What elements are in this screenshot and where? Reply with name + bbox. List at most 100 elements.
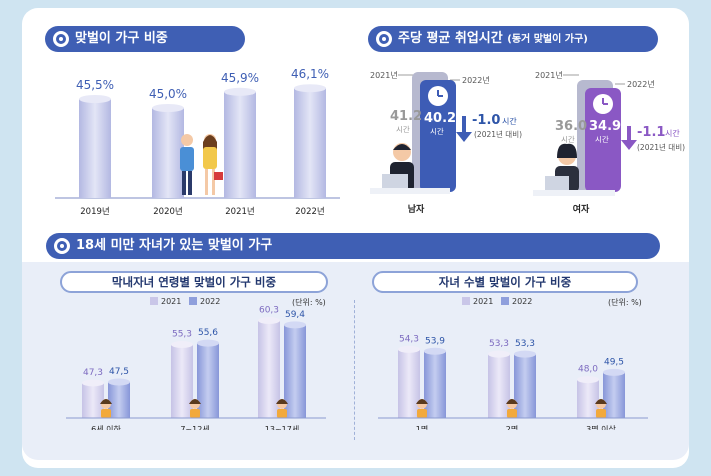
category-label: 3명 이상 — [586, 424, 616, 430]
women-2022-column — [585, 88, 621, 192]
women-2021-unit: 시간 — [561, 134, 575, 144]
bar-2022-3명 이상 — [603, 372, 625, 418]
bar-top — [488, 350, 510, 358]
child-figure — [189, 399, 201, 418]
desk — [370, 188, 450, 194]
down-arrow-icon — [456, 116, 472, 142]
bar-top — [152, 104, 184, 112]
children-section-background — [22, 262, 689, 460]
bar-2022-7~12세 — [197, 343, 219, 418]
women-2022-value: 34.9 — [589, 119, 621, 134]
desk — [533, 190, 615, 196]
unit-label-right: (단위: %) — [608, 298, 642, 307]
bar-2021-1명 — [398, 349, 420, 418]
laptop-icon — [382, 174, 408, 188]
section-title-children: 18세 미만 자녀가 있는 맞벌이 가구 — [46, 233, 660, 259]
bar-top — [171, 341, 193, 349]
bar-top — [424, 347, 446, 355]
section-title-text: 주당 평균 취업시간 — [398, 31, 503, 46]
bar-top — [197, 339, 219, 347]
category-label: 2020년 — [153, 206, 182, 217]
legend-label-2021: 2021 — [473, 297, 494, 306]
bar-2021-3명 이상 — [577, 379, 599, 418]
subtitle-number-of-children: 자녀 수별 맞벌이 가구 비중 — [372, 271, 638, 293]
work-hours-panel: 2021년 2022년 41.2 시간 40.2 시간 -1.0 시간 (202… — [370, 70, 685, 215]
women-hours: 2021년 2022년 36.0 시간 34.9 시간 -1.1 시간 (202… — [533, 70, 685, 215]
bar-top — [603, 368, 625, 376]
bar-2022-1명 — [424, 351, 446, 418]
category-label: 1명 — [416, 424, 428, 430]
bar-top — [82, 379, 104, 387]
value-label: 47,5 — [109, 367, 129, 377]
bullet-icon — [53, 31, 69, 47]
bar-2019년 — [79, 99, 111, 198]
category-label: 2021년 — [225, 206, 254, 217]
bar-2022-13~17세 — [284, 324, 306, 418]
category-label: 2명 — [506, 424, 518, 430]
men-2022-tag: 2022년 — [462, 75, 490, 85]
legend-swatch-2021 — [150, 297, 158, 305]
child-figure — [276, 399, 288, 418]
bullet-icon — [54, 238, 70, 254]
value-label: 59,4 — [285, 310, 305, 320]
bar-2021-2명 — [488, 354, 510, 418]
bar-2021-13~17세 — [258, 320, 280, 418]
men-2022-column — [420, 80, 456, 192]
women-change-unit: 시간 — [665, 128, 680, 138]
value-label: 45,9% — [221, 71, 259, 85]
bar-2022년 — [294, 88, 326, 198]
divider — [354, 300, 355, 440]
value-label: 45,0% — [149, 87, 187, 101]
bar-2021-7~12세 — [171, 344, 193, 418]
men-change-note: (2021년 대비) — [474, 129, 522, 139]
women-label: 여자 — [573, 203, 590, 215]
section-title-text: 18세 미만 자녀가 있는 맞벌이 가구 — [76, 238, 273, 253]
legend-swatch-2021 — [462, 297, 470, 305]
category-label: 6세 이하 — [91, 424, 121, 430]
child-figure — [506, 399, 518, 418]
chart-number-of-children: 54,3 53,9 1명 53,3 53,3 2명 48,0 49,5 3명 이상 — [378, 334, 648, 430]
bar-top — [398, 345, 420, 353]
men-2022-value: 40.2 — [424, 111, 456, 126]
women-change-note: (2021년 대비) — [637, 142, 685, 152]
bar-2021-6세 이하 — [82, 382, 104, 418]
bar-2021년 — [224, 91, 256, 198]
child-figure — [100, 399, 112, 418]
category-label: 13~17세 — [265, 425, 299, 430]
bar-top — [79, 95, 111, 103]
value-label: 53,3 — [515, 339, 535, 349]
bar-top — [577, 376, 599, 384]
man-figure-hair — [393, 144, 411, 150]
chart-dual-income-share: 45,5% 2019년 45,0% 2020년 45,9% 2021년 46,1% 2022년 — [55, 67, 340, 217]
legend-right: 2021 2022 — [462, 297, 532, 306]
legend-label-2021: 2021 — [161, 297, 182, 306]
value-label: 46,1% — [291, 67, 329, 81]
category-label: 7~12세 — [180, 425, 209, 430]
legend-swatch-2022 — [189, 297, 197, 305]
bar-top — [284, 321, 306, 329]
women-2021-value: 36.0 — [555, 119, 587, 134]
men-2022-unit: 시간 — [430, 126, 444, 136]
value-label: 49,5 — [604, 357, 624, 367]
men-change-unit: 시간 — [502, 116, 517, 126]
bar-2022-6세 이하 — [108, 382, 130, 418]
bullet-icon — [376, 31, 392, 47]
women-2022-unit: 시간 — [595, 134, 609, 144]
value-label: 45,5% — [76, 78, 114, 92]
section-title-subtext: (동거 맞벌이 가구) — [507, 34, 588, 45]
value-label: 53,9 — [425, 336, 445, 346]
bar-top — [224, 87, 256, 96]
men-2021-tag: 2021년 — [370, 70, 398, 80]
value-label: 55,6 — [198, 328, 218, 338]
men-change: -1.0 — [472, 113, 500, 128]
category-label: 2019년 — [80, 206, 109, 217]
section-title-work-hours: 주당 평균 취업시간 (동거 맞벌이 가구) — [368, 26, 658, 52]
men-hours: 2021년 2022년 41.2 시간 40.2 시간 -1.0 시간 (202… — [370, 70, 522, 215]
bar-top — [258, 317, 280, 325]
men-2021-value: 41.2 — [390, 109, 422, 124]
section-title-dual-income-share: 맞벌이 가구 비중 — [45, 26, 245, 52]
value-label: 53,3 — [489, 339, 509, 349]
legend-left: 2021 2022 — [150, 297, 220, 306]
child-figure — [416, 399, 428, 418]
legend-label-2022: 2022 — [512, 297, 533, 306]
